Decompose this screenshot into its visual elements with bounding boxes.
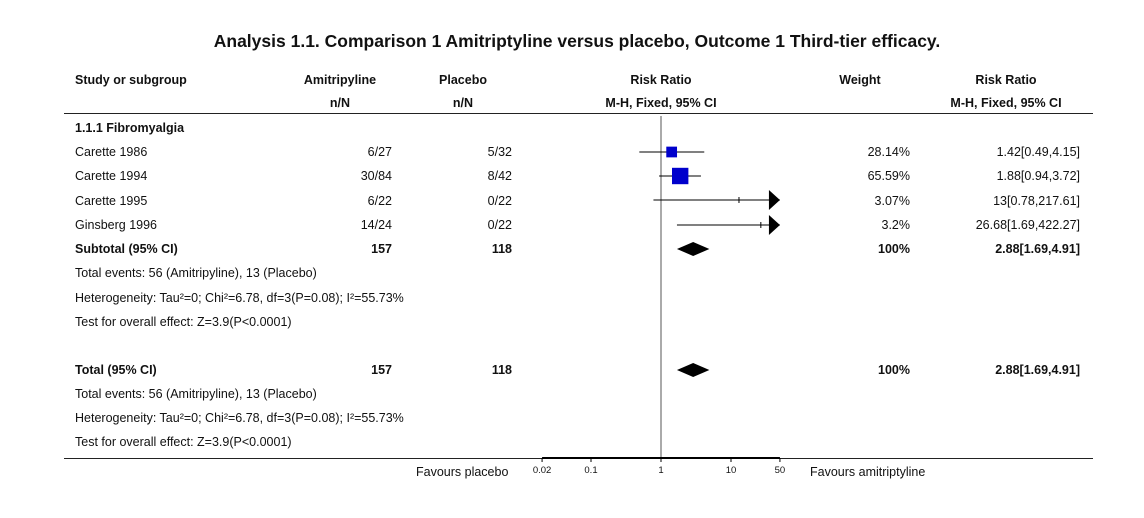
study-n1: 14/24 <box>360 218 392 232</box>
favours-right-label: Favours amitriptyline <box>810 465 926 479</box>
header-weight: Weight <box>839 73 881 87</box>
study-name: Carette 1986 <box>75 145 148 159</box>
total-n1: 157 <box>371 363 392 377</box>
total-weight: 100% <box>878 363 910 377</box>
header-rr-plot-method: M-H, Fixed, 95% CI <box>605 96 717 110</box>
point-estimate <box>666 146 678 158</box>
study-name: Ginsberg 1996 <box>75 218 158 232</box>
total-heterogeneity: Heterogeneity: Tau²=0; Chi²=6.78, df=3(P… <box>75 411 404 425</box>
header-rr-plot: Risk Ratio <box>630 73 692 87</box>
study-n2: 5/32 <box>487 145 512 159</box>
x-tick-label: 0.1 <box>584 465 597 476</box>
study-weight: 28.14% <box>867 145 910 159</box>
study-n2: 8/42 <box>487 169 512 183</box>
header-n2: n/N <box>452 96 474 110</box>
subtotal-label: Subtotal (95% CI) <box>75 242 178 256</box>
study-weight: 3.07% <box>874 194 910 208</box>
header-study: Study or subgroup <box>75 73 187 87</box>
study-rr: 13[0.78,217.61] <box>993 194 1080 208</box>
total-label: Total (95% CI) <box>75 363 157 377</box>
study-n1: 6/27 <box>367 145 392 159</box>
ci-arrow-right <box>768 215 780 235</box>
total-diamond <box>676 363 710 377</box>
header-group2: Placebo <box>439 73 487 87</box>
ci-arrow-right <box>768 190 780 210</box>
header-group1: Amitripyline <box>303 73 377 87</box>
x-tick-label: 1 <box>658 465 663 476</box>
header-n1: n/N <box>329 96 351 110</box>
header-rr-text: Risk Ratio <box>975 73 1037 87</box>
total-events: Total events: 56 (Amitripyline), 13 (Pla… <box>75 387 317 401</box>
study-name: Carette 1994 <box>75 169 148 183</box>
study-weight: 3.2% <box>881 218 911 232</box>
subgroup-events: Total events: 56 (Amitripyline), 13 (Pla… <box>75 266 317 280</box>
subtotal-weight: 100% <box>878 242 910 256</box>
total-rr: 2.88[1.69,4.91] <box>995 363 1080 377</box>
x-tick-label: 10 <box>726 465 737 476</box>
study-name: Carette 1995 <box>75 194 148 208</box>
subtotal-diamond <box>676 242 710 256</box>
subtotal-n1: 157 <box>371 242 392 256</box>
subtotal-rr: 2.88[1.69,4.91] <box>995 242 1080 256</box>
study-rr: 26.68[1.69,422.27] <box>975 218 1080 232</box>
total-overall-effect: Test for overall effect: Z=3.9(P<0.0001) <box>75 435 292 449</box>
total-n2: 118 <box>491 363 512 377</box>
subgroup-title: 1.1.1 Fibromyalgia <box>75 121 185 135</box>
study-n2: 0/22 <box>487 218 512 232</box>
subgroup-overall-effect: Test for overall effect: Z=3.9(P<0.0001) <box>75 315 292 329</box>
study-n2: 0/22 <box>487 194 512 208</box>
header-rule <box>64 113 1093 114</box>
study-rr: 1.88[0.94,3.72] <box>996 169 1080 183</box>
chart-title: Analysis 1.1. Comparison 1 Amitriptyline… <box>213 31 941 51</box>
header-rr-text-method: M-H, Fixed, 95% CI <box>950 96 1062 110</box>
point-estimate <box>671 167 689 185</box>
favours-left-label: Favours placebo <box>416 465 509 479</box>
x-tick-label: 50 <box>775 465 786 476</box>
study-weight: 65.59% <box>867 169 910 183</box>
x-tick-label: 0.02 <box>533 465 552 476</box>
subgroup-heterogeneity: Heterogeneity: Tau²=0; Chi²=6.78, df=3(P… <box>75 291 404 305</box>
subtotal-n2: 118 <box>491 242 512 256</box>
study-rr: 1.42[0.49,4.15] <box>996 145 1080 159</box>
study-n1: 30/84 <box>360 169 392 183</box>
study-n1: 6/22 <box>367 194 392 208</box>
